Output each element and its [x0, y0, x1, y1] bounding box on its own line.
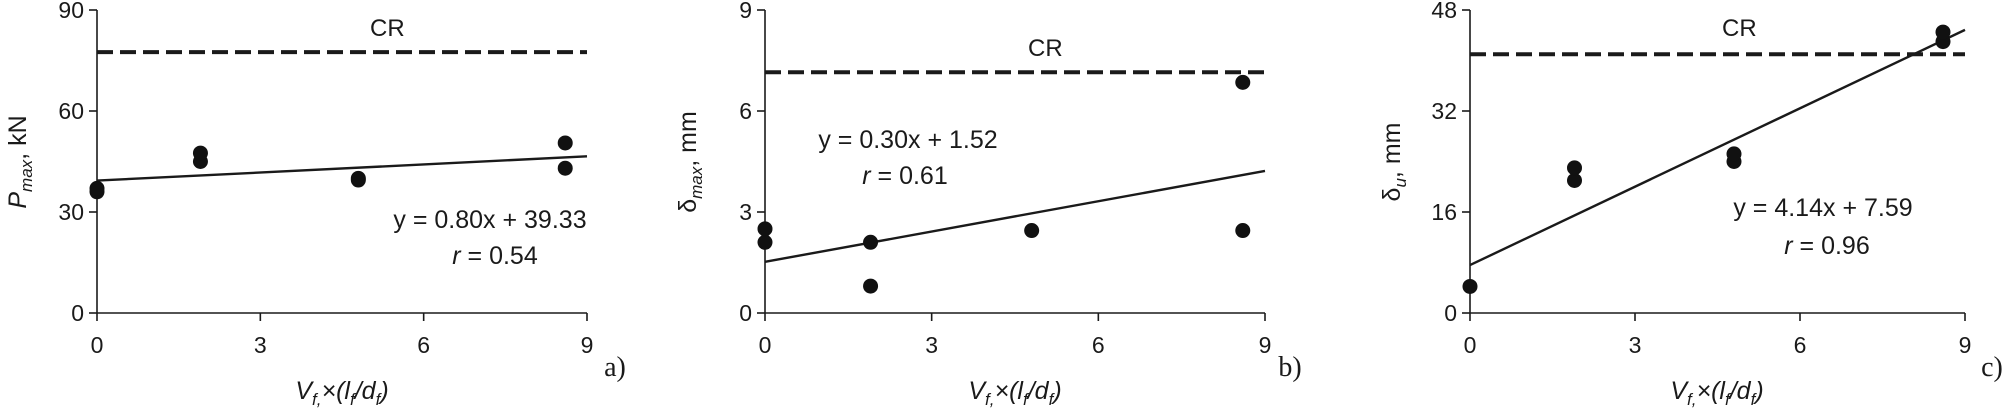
y-tick-label: 0	[71, 300, 84, 326]
trend-line	[1469, 28, 1966, 267]
x-tick-label: 0	[91, 332, 104, 358]
x-tick-label: 6	[417, 332, 430, 358]
data-point	[192, 145, 208, 161]
y-tick-label: 0	[739, 300, 752, 326]
x-tick-label: 6	[1794, 332, 1807, 358]
data-point	[757, 221, 773, 237]
chart-panel-2: 0 3 6 9 0 3 6 9 CR y = 0.30x + 1.52 r = 0.61 b) δmax…	[674, 0, 1302, 409]
y-tick-label: 30	[58, 199, 84, 225]
fit-correlation: r = 0.96	[1784, 232, 1869, 260]
cr-label: CR	[370, 15, 405, 42]
x-tick-label: 9	[1259, 332, 1272, 358]
data-point	[1935, 24, 1951, 40]
x-axis-label: Vf,×(lf/df)	[295, 377, 388, 409]
y-tick-label: 16	[1431, 199, 1457, 225]
fit-equation: y = 0.30x + 1.52	[818, 126, 997, 154]
y-tick-label: 0	[1444, 300, 1457, 326]
panel-label: c)	[1981, 352, 2003, 383]
x-tick-label: 0	[759, 332, 772, 358]
fit-correlation: r = 0.54	[452, 242, 538, 270]
fit-equation: y = 0.80x + 39.33	[393, 206, 586, 234]
data-point	[557, 135, 573, 151]
cr-label: CR	[1028, 35, 1063, 62]
x-axis-label: Vf,×(lf/df)	[968, 377, 1061, 409]
y-tick-label: 48	[1431, 0, 1457, 23]
y-tick-label: 6	[739, 98, 752, 124]
x-tick-label: 3	[254, 332, 267, 358]
data-point	[350, 170, 366, 186]
data-point	[1024, 223, 1040, 239]
y-tick-label: 60	[58, 98, 84, 124]
data-point	[1462, 278, 1478, 294]
x-tick-label: 9	[1959, 332, 1972, 358]
y-tick-label: 32	[1431, 98, 1457, 124]
data-point	[1567, 160, 1582, 176]
fit-equation: y = 4.14x + 7.59	[1733, 194, 1912, 222]
data-point	[863, 278, 879, 294]
data-point	[1235, 223, 1251, 239]
y-tick-label: 9	[739, 0, 752, 23]
trend-line	[96, 155, 588, 182]
data-point	[863, 234, 879, 250]
y-axis-label: Pmax, kN	[4, 115, 36, 208]
x-tick-label: 0	[1464, 332, 1477, 358]
data-point	[1567, 172, 1582, 188]
x-tick-label: 3	[1629, 332, 1642, 358]
data-point	[1726, 146, 1742, 162]
x-tick-label: 9	[581, 332, 594, 358]
panel-label: a)	[604, 352, 626, 383]
chart-panel-1: 0 30 60 90 0 3 6 9 CR y = 0.80x + 39.33 r = 0.54 a)…	[4, 0, 626, 409]
y-tick-label: 3	[739, 199, 752, 225]
data-point	[89, 180, 105, 196]
cr-label: CR	[1722, 15, 1757, 42]
trend-line	[764, 169, 1266, 264]
y-axis-label: δu, mm	[1378, 123, 1410, 202]
panel-label: b)	[1278, 352, 1301, 383]
chart-panel-3: 0 16 32 48 0 3 6 9 CR y = 4.14x + 7.59 r = 0.96 c) δ…	[1378, 0, 2003, 409]
fit-correlation: r = 0.61	[862, 162, 947, 190]
y-tick-label: 90	[58, 0, 84, 23]
data-point	[1235, 74, 1251, 90]
x-tick-label: 3	[925, 332, 938, 358]
x-axis-label: Vf,×(lf/df)	[1670, 377, 1763, 409]
data-point	[757, 234, 773, 250]
data-point	[557, 160, 573, 176]
x-tick-label: 6	[1092, 332, 1105, 358]
y-axis-label: δmax, mm	[674, 111, 706, 213]
